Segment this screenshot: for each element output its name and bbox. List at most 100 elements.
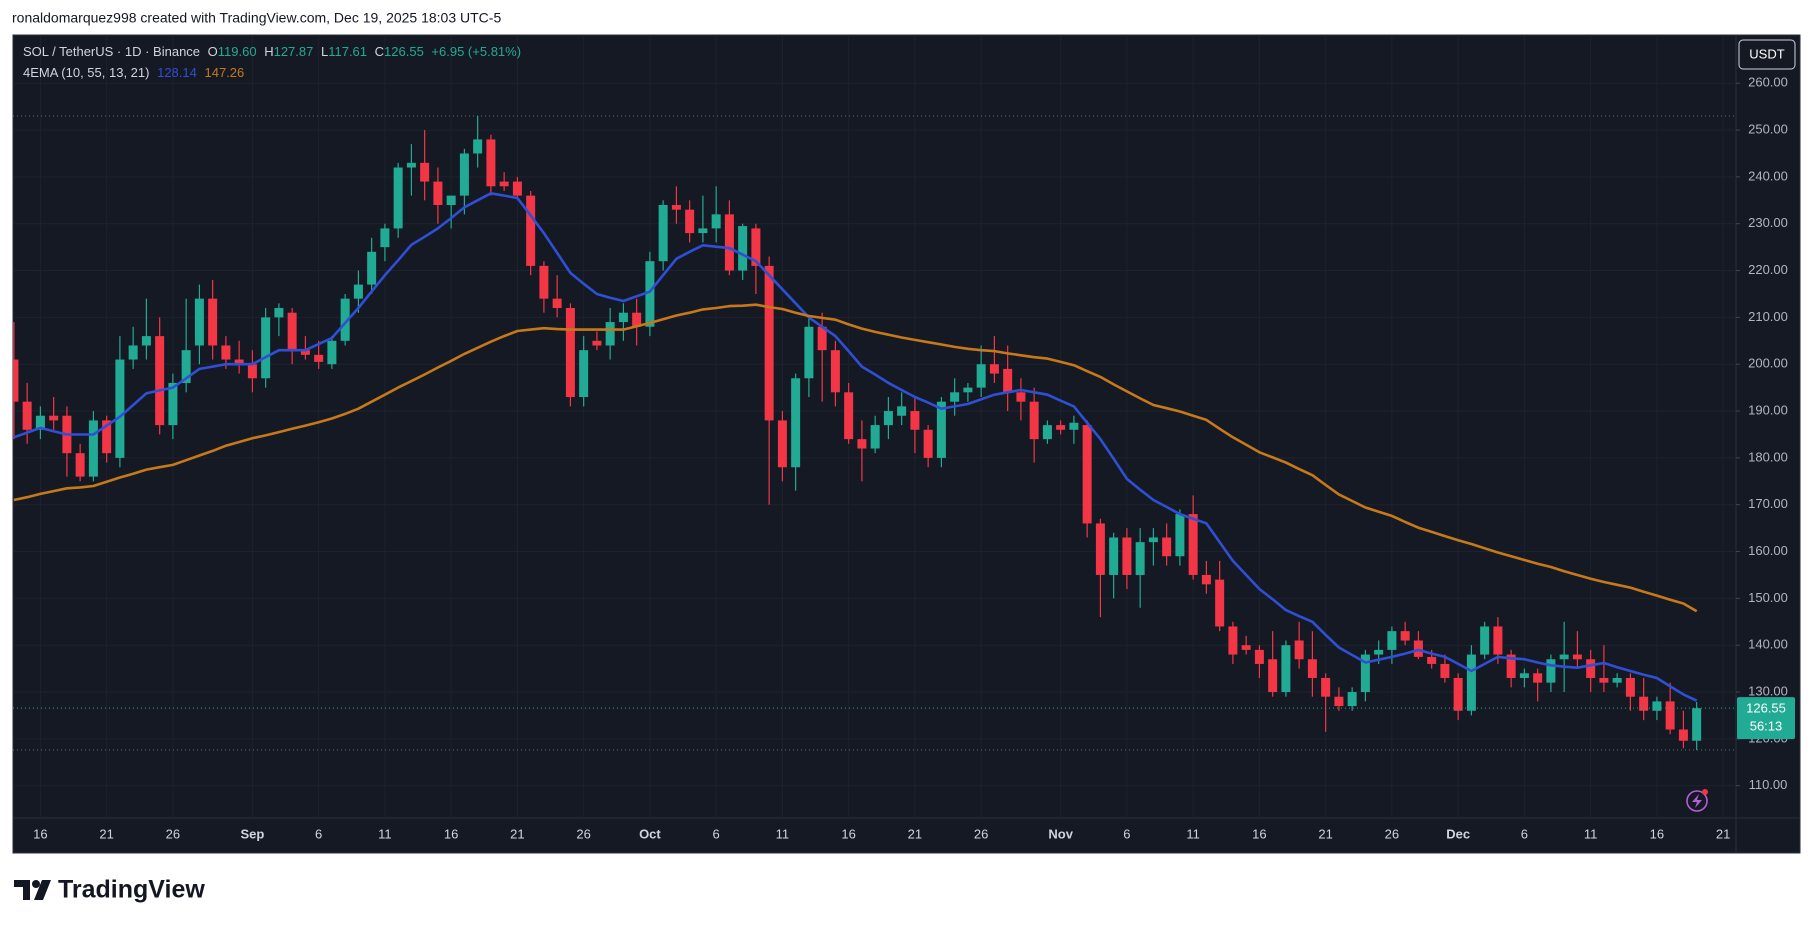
candle-body	[565, 308, 575, 397]
high-value: 127.87	[274, 44, 314, 59]
plot-area	[13, 115, 1736, 751]
candle-body	[1016, 392, 1026, 402]
icon-dot[interactable]	[1702, 789, 1708, 795]
candle-body	[791, 378, 801, 468]
candle-body	[1281, 645, 1291, 693]
candle-body	[1546, 659, 1556, 683]
candle-body	[1069, 422, 1079, 430]
candle-body	[406, 162, 416, 168]
alert-icon[interactable]	[1686, 789, 1708, 812]
candle-body	[1215, 579, 1225, 627]
candle-body	[1148, 537, 1158, 543]
candle-body	[1572, 654, 1582, 660]
x-tick-label: 26	[576, 826, 590, 841]
candle-body	[671, 204, 681, 210]
x-tick-label: 16	[1252, 826, 1266, 841]
candle-body	[950, 392, 960, 402]
candle-body	[1692, 708, 1702, 741]
candle-body	[393, 167, 403, 229]
candle-body	[1612, 677, 1622, 683]
y-tick-label: 250.00	[1748, 122, 1788, 137]
y-tick-label: 130.00	[1748, 683, 1788, 698]
ema-line	[13, 192, 1698, 702]
x-tick-label: 26	[974, 826, 988, 841]
x-tick-label: 16	[841, 826, 855, 841]
brand-logo: TradingView	[14, 876, 205, 904]
price-badge-value: 126.55	[1746, 701, 1786, 716]
y-tick-label: 150.00	[1748, 590, 1788, 605]
candle-body	[1082, 425, 1092, 524]
x-tick-label: 21	[99, 826, 113, 841]
y-tick-label: 220.00	[1748, 262, 1788, 277]
candle-body	[1042, 425, 1052, 440]
candle-body	[1175, 514, 1185, 557]
candle-body	[1307, 659, 1317, 678]
y-tick-label: 230.00	[1748, 215, 1788, 230]
candle-body	[1347, 692, 1357, 707]
candle-body	[380, 228, 390, 248]
candle-body	[1652, 701, 1662, 711]
candle-body	[433, 181, 443, 205]
candle-body	[499, 181, 509, 187]
symbol-legend: SOL / TetherUS · 1D · Binance O119.60 H1…	[23, 44, 521, 59]
candle-body	[830, 350, 840, 393]
x-tick-label: 21	[1318, 826, 1332, 841]
candle-body	[327, 340, 337, 365]
candle-body	[1294, 640, 1304, 660]
candle-body	[128, 345, 138, 360]
x-tick-label: 6	[1521, 826, 1528, 841]
candle-body	[1665, 701, 1675, 730]
x-tick-label: 26	[1385, 826, 1399, 841]
open-value: 119.60	[218, 44, 257, 59]
x-tick-label: Oct	[639, 826, 661, 841]
x-tick-label: 26	[166, 826, 180, 841]
candle-body	[314, 354, 324, 362]
candle-body	[141, 336, 151, 346]
icon-ring[interactable]	[1686, 790, 1708, 812]
candle-body	[194, 298, 204, 346]
currency-label[interactable]: USDT	[1749, 46, 1784, 61]
x-tick-label: 21	[908, 826, 922, 841]
brand-name: TradingView	[58, 876, 205, 904]
candle-body	[897, 406, 907, 416]
candle-body	[645, 261, 655, 327]
candle-body	[777, 420, 787, 468]
y-tick-label: 140.00	[1748, 637, 1788, 652]
icon-bolt[interactable]	[1692, 794, 1702, 808]
candle-body	[751, 228, 761, 266]
candle-body	[817, 326, 827, 351]
axes: 110.00120.00130.00140.00150.00160.00170.…	[33, 75, 1795, 841]
candle-body	[1400, 631, 1410, 641]
candle-body	[1453, 677, 1463, 711]
candle-body	[963, 387, 973, 393]
candle-body	[49, 415, 59, 421]
x-tick-label: 16	[444, 826, 458, 841]
chart-panel	[12, 34, 1801, 854]
candle-body	[512, 181, 522, 196]
candle-body	[420, 162, 430, 182]
candle-body	[340, 298, 350, 341]
y-tick-label: 180.00	[1748, 449, 1788, 464]
indicator-value: 147.26	[204, 65, 244, 80]
candle-body	[208, 298, 218, 346]
open-label: O	[208, 44, 218, 59]
candle-body	[1109, 537, 1119, 575]
candle-body	[1056, 425, 1066, 430]
candle-body	[1506, 654, 1516, 678]
candle-body	[804, 326, 814, 379]
candle-body	[592, 340, 602, 346]
currency-button[interactable]	[1738, 39, 1796, 70]
candle-body	[446, 195, 456, 205]
x-tick-label: Sep	[240, 826, 264, 841]
logo-mark	[34, 880, 51, 900]
candle-body	[1254, 649, 1264, 664]
candle-body	[1241, 645, 1251, 650]
candle-body	[274, 308, 284, 318]
candle-body	[552, 298, 562, 309]
logo-mark	[14, 880, 30, 900]
candle-body	[353, 284, 363, 299]
x-tick-label: 11	[1186, 826, 1200, 841]
candle-body	[1003, 368, 1013, 393]
candle-body	[936, 401, 946, 458]
candle-body	[632, 312, 642, 327]
